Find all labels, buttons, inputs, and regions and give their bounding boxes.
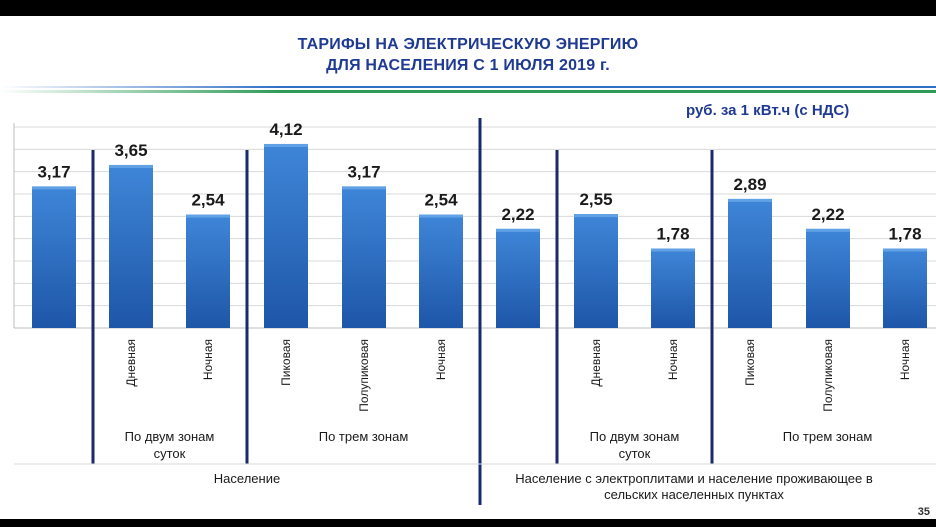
bar-highlight [342, 186, 386, 190]
bar-highlight [186, 214, 230, 218]
bar-highlight [496, 228, 540, 232]
title-line-2: ДЛЯ НАСЕЛЕНИЯ С 1 ИЮЛЯ 2019 г. [326, 57, 610, 74]
accent-rule-green [0, 90, 936, 93]
bar [264, 143, 308, 328]
category-label: Пиковая [743, 339, 757, 386]
bar [342, 186, 386, 328]
category-label: Дневная [124, 339, 138, 387]
bar-highlight [109, 164, 153, 168]
bar [496, 228, 540, 328]
section-label: сельских населенных пунктах [604, 487, 784, 502]
category-label: Полупиковая [821, 339, 835, 412]
bar-highlight [651, 248, 695, 252]
bar [728, 198, 772, 328]
bar [574, 214, 618, 328]
group-label: суток [154, 446, 186, 461]
units-label: руб. за 1 кВт.ч (с НДС) [686, 102, 850, 119]
group-label: суток [619, 446, 651, 461]
category-label: Полупиковая [357, 339, 371, 412]
data-label: 2,89 [733, 175, 766, 194]
data-label: 2,22 [811, 205, 844, 224]
title-line-1: ТАРИФЫ НА ЭЛЕКТРИЧЕСКУЮ ЭНЕРГИЮ [297, 36, 639, 53]
category-label: Дневная [589, 339, 603, 387]
bar-highlight [264, 143, 308, 147]
data-label: 3,17 [347, 162, 380, 181]
category-label: Пиковая [279, 339, 293, 386]
section-label: Население [214, 471, 280, 486]
bar [883, 248, 927, 328]
group-label: По трем зонам [783, 429, 873, 444]
data-label: 2,22 [501, 205, 534, 224]
bar [651, 248, 695, 328]
data-label: 1,78 [656, 224, 689, 243]
bar [806, 228, 850, 328]
bottom-black-bar [0, 519, 936, 527]
group-label: По двум зонам [125, 429, 215, 444]
bar-highlight [32, 186, 76, 190]
bar [32, 186, 76, 328]
slide-title: ТАРИФЫ НА ЭЛЕКТРИЧЕСКУЮ ЭНЕРГИЮ ДЛЯ НАСЕ… [0, 34, 936, 76]
section-label: Население с электроплитами и население п… [515, 471, 873, 486]
category-label: Ночная [434, 339, 448, 380]
category-label: Ночная [201, 339, 215, 380]
bar [419, 214, 463, 328]
bar-highlight [806, 228, 850, 232]
data-label: 3,17 [37, 162, 70, 181]
data-label: 1,78 [888, 224, 921, 243]
bar-highlight [883, 248, 927, 252]
bar [109, 164, 153, 328]
data-label: 2,54 [191, 191, 225, 210]
group-label: По двум зонам [590, 429, 680, 444]
data-label: 3,65 [114, 141, 147, 160]
page-number: 35 [917, 506, 930, 518]
data-label: 2,55 [579, 190, 612, 209]
data-label: 4,12 [269, 120, 302, 139]
data-label: 2,54 [424, 191, 458, 210]
category-label: Ночная [898, 339, 912, 380]
top-black-bar [0, 0, 936, 16]
group-label: По трем зонам [319, 429, 409, 444]
bar [186, 214, 230, 328]
bar-highlight [574, 214, 618, 218]
category-label: Ночная [666, 339, 680, 380]
bar-highlight [419, 214, 463, 218]
bar-highlight [728, 198, 772, 202]
accent-rule-blue [0, 86, 936, 88]
